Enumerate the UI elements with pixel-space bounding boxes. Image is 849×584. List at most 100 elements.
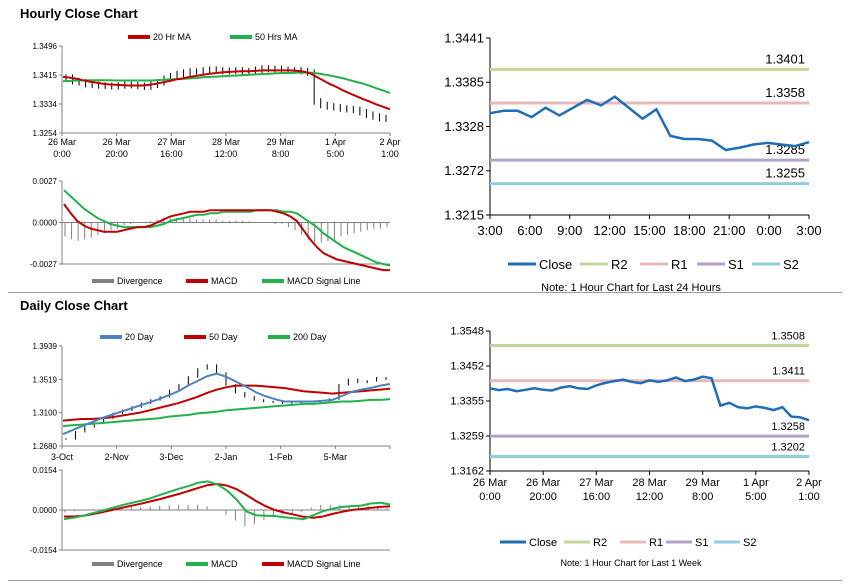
hourly-pivot-r1-level-label: 1.3358 — [765, 85, 805, 100]
daily-pivot-x-tick-label: 1 Apr — [743, 477, 769, 489]
hourly-pivot-x-tick-label: 0:00 — [756, 223, 781, 238]
hourly-legend-50hr-ma-label: 50 Hrs MA — [255, 32, 298, 42]
daily-macd-signal-line — [64, 482, 391, 519]
hourly-macd-y-tick-label: 0.0000 — [33, 219, 58, 228]
hourly-price-x-tick-label: 16:00 — [160, 149, 183, 159]
daily-pivot-x-tick-label: 1:00 — [798, 491, 819, 503]
hourly-price-ma50-line — [62, 71, 391, 95]
daily-macd-y-tick-label: 0.0000 — [33, 506, 58, 515]
daily-price-x-tick-label: 5-Mar — [324, 452, 348, 462]
daily-pivot-r1-level-label: 1.3411 — [772, 366, 805, 378]
daily-macd-y-tick-label: 0.0154 — [33, 466, 58, 475]
daily-pivot-y-tick-label: 1.3452 — [450, 361, 484, 373]
hourly-price-x-tick-label: 26 Mar — [48, 137, 76, 147]
daily-price-x-tick-label: 3-Dec — [159, 452, 184, 462]
daily-pivot-x-tick-label: 12:00 — [636, 491, 664, 503]
daily-legend-50-day-label: 50 Day — [209, 332, 238, 342]
hourly-price-y-tick-label: 1.3415 — [33, 71, 58, 80]
daily-price-x-tick-label: 2-Nov — [105, 452, 130, 462]
hourly-pivot-legend-s2-label: S2 — [783, 257, 799, 272]
daily-pivot-x-tick-label: 16:00 — [583, 491, 611, 503]
hourly-pivot-x-tick-label: 9:00 — [557, 223, 582, 238]
hourly-price-x-tick-label: 0:00 — [53, 149, 71, 159]
bottom-divider — [8, 580, 842, 581]
daily-legend-signal-label: MACD Signal Line — [287, 559, 361, 569]
daily-price-x-tick-label: 3-Oct — [51, 452, 74, 462]
hourly-price-y-tick-label: 1.3334 — [33, 100, 58, 109]
hourly-macd-y-tick-label: -0.0027 — [30, 260, 58, 269]
daily-pivot-y-tick-label: 1.3355 — [450, 396, 484, 408]
hourly-pivot-y-tick-label: 1.3272 — [444, 163, 484, 178]
daily-price-x-tick-label: 1-Feb — [269, 452, 293, 462]
daily-pivot-note: Note: 1 Hour Chart for Last 1 Week — [561, 558, 702, 568]
hourly-pivot-legend-s1-label: S1 — [728, 257, 744, 272]
hourly-legend-signal-label: MACD Signal Line — [287, 276, 361, 286]
daily-legend-200-day-label: 200 Day — [293, 332, 327, 342]
daily-pivot-y-tick-label: 1.3259 — [450, 431, 484, 443]
daily-pivot-legend-s2-label: S2 — [743, 537, 756, 549]
hourly-price-x-tick-label: 26 Mar — [103, 137, 131, 147]
hourly-price-y-tick-label: 1.3496 — [33, 42, 58, 51]
hourly-price-x-tick-label: 28 Mar — [212, 137, 240, 147]
hourly-pivot-close-line — [489, 95, 810, 152]
daily-pivot-y-tick-label: 1.3162 — [450, 466, 484, 478]
daily-pivot-x-tick-label: 20:00 — [529, 491, 557, 503]
daily-price-y-tick-label: 1.3519 — [33, 375, 58, 384]
hourly-pivot-y-tick-label: 1.3385 — [444, 75, 484, 90]
hourly-section-title: Hourly Close Chart — [20, 6, 138, 21]
hourly-price-x-tick-label: 5:00 — [327, 149, 345, 159]
hourly-pivot-x-tick-label: 21:00 — [713, 223, 746, 238]
daily-pivot-legend-close-label: Close — [529, 537, 557, 549]
daily-pivot-legend-r1-label: R1 — [649, 537, 663, 549]
daily-pivot-x-tick-label: 26 Mar — [473, 477, 508, 489]
hourly-price-x-tick-label: 20:00 — [105, 149, 128, 159]
daily-pivot-close-line — [489, 375, 810, 422]
daily-price-y-tick-label: 1.3939 — [33, 342, 58, 351]
daily-pivot-s1-level-label: 1.3258 — [771, 421, 805, 433]
daily-price-y-tick-label: 1.2680 — [33, 442, 58, 451]
hourly-pivot-y-tick-label: 1.3328 — [444, 119, 484, 134]
daily-pivot-y-tick-label: 1.3548 — [450, 326, 484, 338]
hourly-pivot-y-tick-label: 1.3215 — [444, 207, 484, 222]
hourly-legend-20hr-ma-label: 20 Hr MA — [153, 32, 191, 42]
hourly-macd-macd-line — [63, 203, 390, 272]
section-divider — [8, 292, 842, 293]
hourly-pivot-x-tick-label: 12:00 — [593, 223, 626, 238]
daily-price-y-tick-label: 1.3100 — [33, 409, 58, 418]
hourly-pivot-r2-level-label: 1.3401 — [765, 51, 805, 66]
daily-pivot-r2-level-label: 1.3508 — [771, 331, 805, 343]
hourly-legend-macd-label: MACD — [211, 276, 238, 286]
daily-pivot-x-tick-label: 28 Mar — [632, 477, 667, 489]
daily-price-x-tick-label: 2-Jan — [215, 452, 238, 462]
hourly-pivot-x-tick-label: 15:00 — [633, 223, 666, 238]
hourly-pivot-x-tick-label: 3:00 — [796, 223, 821, 238]
hourly-pivot-x-tick-label: 18:00 — [673, 223, 706, 238]
daily-pivot-x-tick-label: 5:00 — [745, 491, 766, 503]
daily-pivot-x-tick-label: 2 Apr — [796, 477, 822, 489]
hourly-pivot-legend-r2-label: R2 — [611, 257, 628, 272]
hourly-price-x-tick-label: 1 Apr — [325, 137, 346, 147]
daily-macd-macd-line — [63, 480, 391, 521]
daily-price-ma20-line — [62, 372, 391, 436]
hourly-price-x-tick-label: 12:00 — [215, 149, 238, 159]
hourly-price-y-tick-label: 1.3254 — [33, 129, 58, 138]
daily-macd-y-tick-label: -0.0154 — [30, 546, 58, 555]
hourly-pivot-note: Note: 1 Hour Chart for Last 24 Hours — [541, 282, 721, 294]
daily-pivot-legend-s1-label: S1 — [695, 537, 708, 549]
daily-legend-20-day-label: 20 Day — [125, 332, 154, 342]
daily-legend-macd-label: MACD — [211, 559, 238, 569]
hourly-price-x-tick-label: 29 Mar — [267, 137, 295, 147]
daily-price-ma200-line — [62, 398, 391, 428]
hourly-pivot-y-tick-label: 1.3441 — [444, 30, 484, 45]
daily-pivot-s2-level-label: 1.3202 — [771, 441, 805, 453]
hourly-macd-signal-line — [63, 189, 391, 267]
hourly-legend-divergence-label: Divergence — [117, 276, 163, 286]
daily-pivot-x-tick-label: 27 Mar — [579, 477, 614, 489]
daily-legend-divergence-label: Divergence — [117, 559, 163, 569]
hourly-price-ma20-line — [62, 69, 391, 111]
hourly-price-x-tick-label: 27 Mar — [157, 137, 185, 147]
hourly-pivot-legend-r1-label: R1 — [671, 257, 688, 272]
hourly-price-x-tick-label: 2 Apr — [379, 137, 400, 147]
daily-pivot-x-tick-label: 0:00 — [479, 491, 500, 503]
daily-section-title: Daily Close Chart — [20, 298, 128, 313]
